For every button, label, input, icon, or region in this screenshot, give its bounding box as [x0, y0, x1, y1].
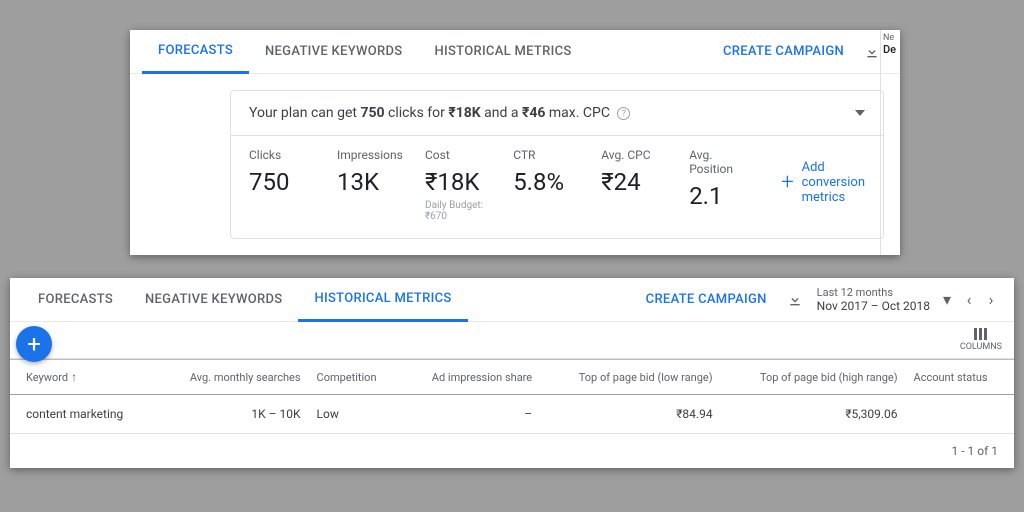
tab2-forecasts[interactable]: FORECASTS — [22, 278, 129, 322]
metric-impressions-value: 13K — [337, 168, 397, 196]
help-icon[interactable]: ? — [617, 107, 630, 120]
th-lowbid[interactable]: Top of page bid (low range) — [540, 360, 720, 395]
table-row[interactable]: content marketing 1K – 10K Low – ₹84.94 … — [10, 395, 1014, 434]
metric-avgcpc: Avg. CPC ₹24 — [601, 148, 661, 196]
historical-panel: FORECASTS NEGATIVE KEYWORDS HISTORICAL M… — [10, 278, 1014, 468]
th-keyword-label: Keyword — [26, 371, 68, 384]
cell-highbid: ₹5,309.06 — [721, 395, 906, 434]
tabs-bar-2: FORECASTS NEGATIVE KEYWORDS HISTORICAL M… — [10, 278, 1014, 322]
cell-keyword: content marketing — [10, 395, 156, 434]
metric-clicks-value: 750 — [249, 168, 309, 196]
th-status[interactable]: Account status — [906, 360, 1014, 395]
create-campaign-button[interactable]: CREATE CAMPAIGN — [711, 44, 856, 59]
create-campaign-button-2[interactable]: CREATE CAMPAIGN — [634, 292, 779, 307]
cell-searches: 1K – 10K — [156, 395, 309, 434]
table-header-row: Keyword↑ Avg. monthly searches Competiti… — [10, 360, 1014, 395]
table-toolbar: COLUMNS — [10, 322, 1014, 359]
th-highbid[interactable]: Top of page bid (high range) — [721, 360, 906, 395]
metric-cost: Cost ₹18K Daily Budget: ₹670 — [425, 148, 485, 222]
metric-ctr: CTR 5.8% — [513, 148, 573, 196]
sort-asc-icon: ↑ — [71, 370, 77, 384]
metric-avgcpc-value: ₹24 — [601, 168, 661, 196]
date-dropdown-icon[interactable]: ▾ — [936, 289, 958, 311]
pagination: 1 - 1 of 1 — [10, 434, 1014, 468]
metric-ctr-label: CTR — [513, 148, 573, 162]
cell-lowbid: ₹84.94 — [540, 395, 720, 434]
summary-clicks: 750 — [360, 105, 384, 121]
plus-icon: + — [781, 172, 793, 194]
th-keyword[interactable]: Keyword↑ — [10, 360, 156, 395]
metric-avgcpc-label: Avg. CPC — [601, 148, 661, 162]
summary-cpc: ₹46 — [522, 105, 545, 121]
cell-status — [906, 395, 1014, 434]
tab2-negative-keywords[interactable]: NEGATIVE KEYWORDS — [129, 278, 298, 322]
cutoff-line2: De — [883, 44, 898, 56]
metrics-row: Clicks 750 Impressions 13K Cost ₹18K Dai… — [231, 135, 883, 238]
summary-mid1: clicks for — [385, 105, 449, 121]
metric-clicks: Clicks 750 — [249, 148, 309, 196]
tab2-historical-metrics[interactable]: HISTORICAL METRICS — [298, 278, 467, 322]
plan-summary-card: Your plan can get 750 clicks for ₹18K an… — [230, 90, 884, 239]
metric-avgpos-value: 2.1 — [689, 182, 749, 210]
prev-period-button[interactable]: ‹ — [958, 289, 980, 311]
download-icon-2[interactable] — [785, 290, 805, 310]
metric-cost-label: Cost — [425, 148, 485, 162]
th-competition[interactable]: Competition — [309, 360, 401, 395]
plan-summary-text: Your plan can get 750 clicks for ₹18K an… — [249, 105, 630, 121]
date-range-picker[interactable]: Last 12 months Nov 2017 – Oct 2018 — [811, 282, 936, 318]
columns-label: COLUMNS — [960, 342, 1002, 352]
download-icon[interactable] — [862, 42, 882, 62]
columns-button[interactable]: COLUMNS — [960, 328, 1002, 352]
summary-mid2: and a — [481, 105, 522, 121]
metric-impressions-label: Impressions — [337, 148, 397, 162]
forecasts-panel: FORECASTS NEGATIVE KEYWORDS HISTORICAL M… — [130, 30, 900, 255]
metric-cost-value: ₹18K — [425, 168, 485, 196]
add-conversion-label: Add conversion metrics — [802, 160, 865, 205]
expand-icon[interactable] — [855, 110, 865, 116]
keywords-table: Keyword↑ Avg. monthly searches Competiti… — [10, 359, 1014, 434]
summary-pre: Your plan can get — [249, 105, 360, 121]
add-keyword-fab[interactable]: + — [16, 326, 52, 362]
tabs-bar: FORECASTS NEGATIVE KEYWORDS HISTORICAL M… — [130, 30, 900, 74]
metric-ctr-value: 5.8% — [513, 168, 573, 196]
plan-summary-header: Your plan can get 750 clicks for ₹18K an… — [231, 91, 883, 135]
cell-competition: Low — [309, 395, 401, 434]
tab-historical-metrics[interactable]: HISTORICAL METRICS — [418, 30, 587, 74]
date-range-value: Nov 2017 – Oct 2018 — [817, 299, 930, 313]
tab-negative-keywords[interactable]: NEGATIVE KEYWORDS — [249, 30, 418, 74]
th-searches[interactable]: Avg. monthly searches — [156, 360, 309, 395]
add-conversion-button[interactable]: + Add conversion metrics — [781, 148, 865, 205]
th-impshare[interactable]: Ad impression share — [400, 360, 540, 395]
plus-icon: + — [27, 330, 41, 358]
cutoff-column: Ne De — [880, 30, 900, 255]
summary-post: max. CPC — [545, 105, 613, 121]
next-period-button[interactable]: › — [980, 289, 1002, 311]
metric-cost-sub: Daily Budget: ₹670 — [425, 200, 485, 222]
metric-clicks-label: Clicks — [249, 148, 309, 162]
metric-avgpos-label: Avg. Position — [689, 148, 749, 176]
tab-forecasts[interactable]: FORECASTS — [142, 30, 249, 74]
cell-impshare: – — [400, 395, 540, 434]
date-range-small: Last 12 months — [817, 286, 930, 299]
metric-impressions: Impressions 13K — [337, 148, 397, 196]
metric-avgpos: Avg. Position 2.1 — [689, 148, 749, 210]
summary-cost: ₹18K — [448, 105, 480, 121]
